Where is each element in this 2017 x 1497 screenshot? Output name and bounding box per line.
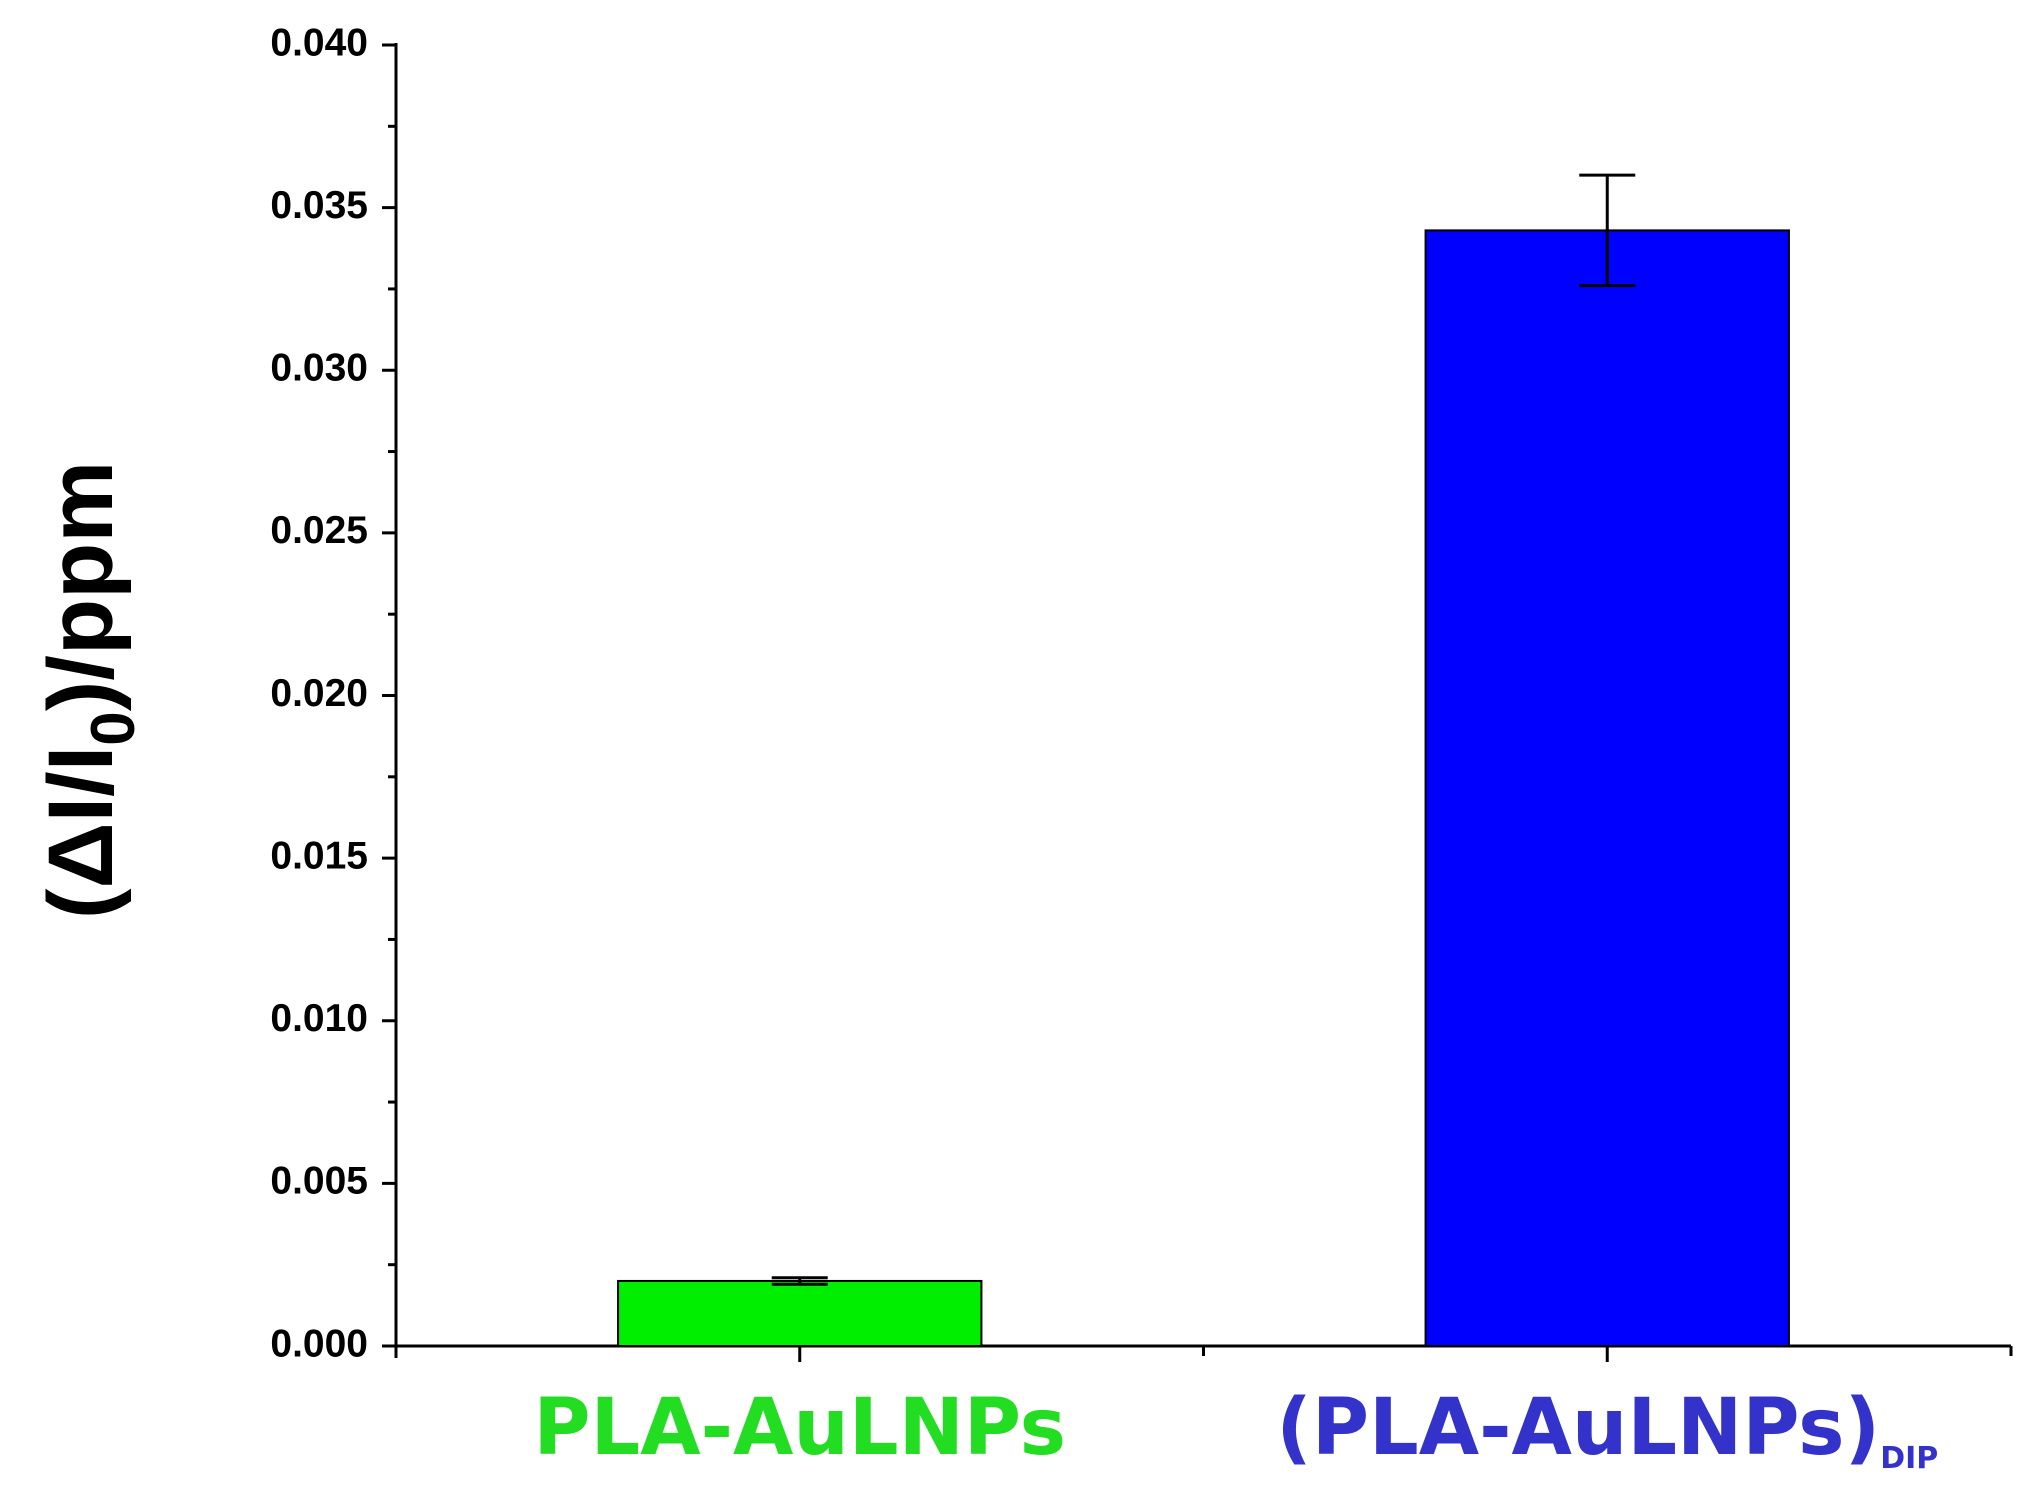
y-label-text: (ΔI/I [30,746,132,919]
y-tick-label: 0.020 [270,672,368,715]
x-tick-label: PLA-AuLNPs [533,1383,1066,1473]
category-text: (PLA-AuLNPs) [1276,1383,1880,1473]
x-tick-label: (PLA-AuLNPs)DIP [1276,1383,1938,1476]
y-tick-label: 0.030 [270,347,368,390]
bar [617,1279,983,1347]
y-tick-label: 0.010 [270,997,368,1040]
y-tick-label: 0.005 [270,1160,368,1203]
y-tick-label: 0.035 [270,184,368,227]
bar [1424,229,1790,1348]
error-bar [1579,173,1636,288]
category-text: PLA-AuLNPs [533,1383,1066,1473]
category-subscript: DIP [1880,1441,1938,1476]
y-label-subscript: 0 [79,711,148,745]
error-bar [771,1276,828,1286]
y-axis-label: (ΔI/I0)/ppm [30,461,148,919]
y-tick-label: 0.040 [270,21,368,64]
y-tick-label: 0.015 [270,834,368,877]
y-tick-label: 0.025 [270,509,368,552]
y-tick-label: 0.000 [270,1322,368,1365]
y-label-suffix: )/ppm [30,461,132,711]
